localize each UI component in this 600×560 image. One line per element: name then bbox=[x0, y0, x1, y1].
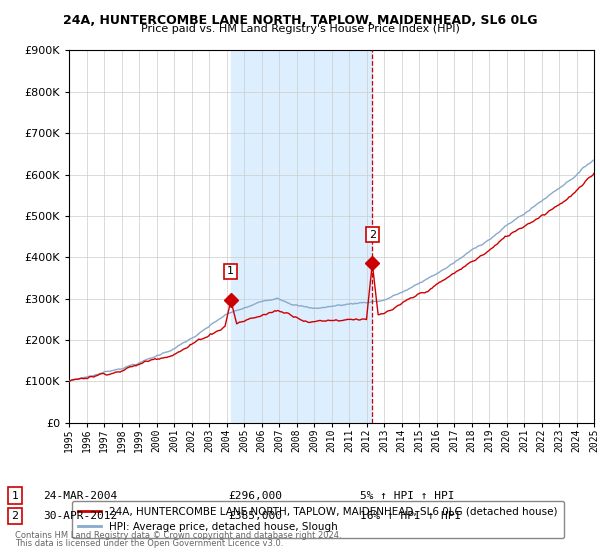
Text: 1: 1 bbox=[227, 267, 234, 276]
Text: 2: 2 bbox=[369, 230, 376, 240]
Text: 5% ↑ HPI ↑ HPI: 5% ↑ HPI ↑ HPI bbox=[360, 491, 455, 501]
Bar bbox=[230, 50, 372, 423]
Text: 24A, HUNTERCOMBE LANE NORTH, TAPLOW, MAIDENHEAD, SL6 0LG: 24A, HUNTERCOMBE LANE NORTH, TAPLOW, MAI… bbox=[63, 14, 537, 27]
Text: 1: 1 bbox=[11, 491, 19, 501]
Text: Price paid vs. HM Land Registry's House Price Index (HPI): Price paid vs. HM Land Registry's House … bbox=[140, 24, 460, 34]
Text: 16% ↑ HPI ↑ HPI: 16% ↑ HPI ↑ HPI bbox=[360, 511, 461, 521]
Text: 30-APR-2012: 30-APR-2012 bbox=[43, 511, 118, 521]
Text: Contains HM Land Registry data © Crown copyright and database right 2024.: Contains HM Land Registry data © Crown c… bbox=[15, 531, 341, 540]
Text: £296,000: £296,000 bbox=[228, 491, 282, 501]
Legend: 24A, HUNTERCOMBE LANE NORTH, TAPLOW, MAIDENHEAD, SL6 0LG (detached house), HPI: : 24A, HUNTERCOMBE LANE NORTH, TAPLOW, MAI… bbox=[71, 501, 564, 538]
Text: 24-MAR-2004: 24-MAR-2004 bbox=[43, 491, 118, 501]
Text: 2: 2 bbox=[11, 511, 19, 521]
Text: £385,000: £385,000 bbox=[228, 511, 282, 521]
Text: This data is licensed under the Open Government Licence v3.0.: This data is licensed under the Open Gov… bbox=[15, 539, 283, 548]
